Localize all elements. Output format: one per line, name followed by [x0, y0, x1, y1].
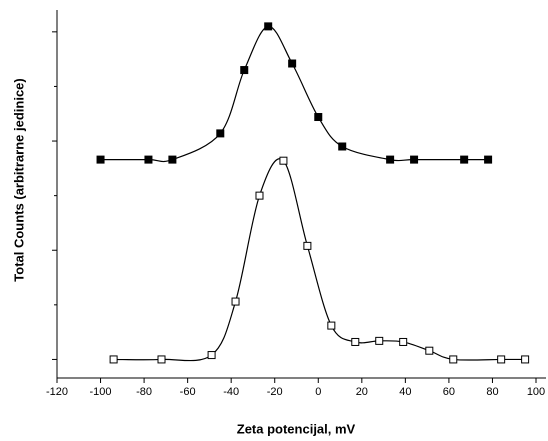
data-point: [231, 297, 240, 306]
x-tick-label: 80: [486, 386, 498, 398]
data-point: [157, 355, 166, 364]
data-point: [216, 129, 225, 138]
data-point: [255, 191, 264, 200]
x-tick-label: -40: [223, 386, 239, 398]
data-point: [351, 337, 360, 346]
data-point: [399, 337, 408, 346]
x-tick-label: 0: [315, 386, 321, 398]
x-tick-label: 40: [399, 386, 411, 398]
data-point: [484, 155, 493, 164]
x-axis-title: Zeta potencijal, mV: [237, 421, 356, 436]
data-point: [279, 156, 288, 165]
data-point: [288, 59, 297, 68]
data-point: [168, 155, 177, 164]
y-axis-title: Total Counts (arbitrarne jedinice): [11, 78, 26, 281]
data-point: [497, 355, 506, 364]
x-tick-label: -100: [90, 386, 112, 398]
data-point: [264, 22, 273, 31]
data-point: [425, 346, 434, 355]
x-tick-label: -60: [180, 386, 196, 398]
data-point: [338, 142, 347, 151]
data-point: [460, 155, 469, 164]
x-tick-label: 20: [356, 386, 368, 398]
data-point: [327, 321, 336, 330]
series-line: [100, 25, 489, 163]
data-point: [303, 241, 312, 250]
data-point: [375, 336, 384, 345]
data-point: [386, 155, 395, 164]
x-tick-label: -80: [136, 386, 152, 398]
x-tick-label: 100: [527, 386, 545, 398]
data-point: [96, 155, 105, 164]
x-tick-label: -20: [267, 386, 283, 398]
data-point: [521, 355, 530, 364]
data-point: [207, 351, 216, 360]
data-point: [410, 155, 419, 164]
series-line: [113, 158, 526, 362]
data-point: [144, 155, 153, 164]
data-point: [314, 113, 323, 122]
x-tick-label: -120: [46, 386, 68, 398]
data-point: [109, 355, 118, 364]
x-tick-label: 60: [443, 386, 455, 398]
data-point: [449, 355, 458, 364]
data-point: [240, 66, 249, 75]
